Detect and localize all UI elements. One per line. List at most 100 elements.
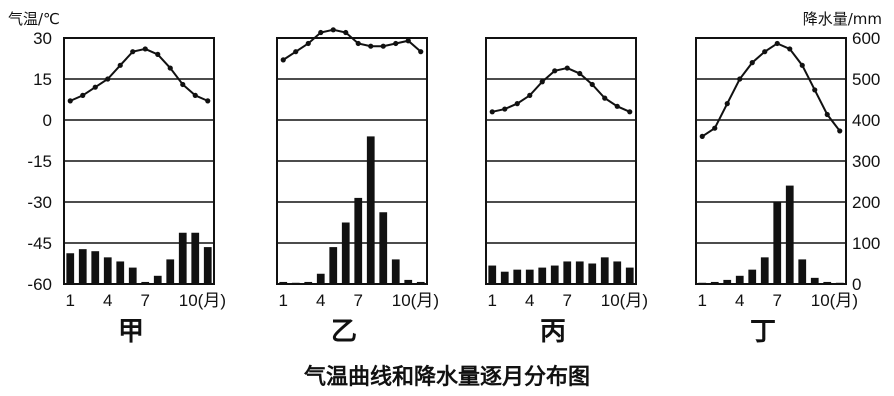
left-tick-label: 15 — [33, 70, 52, 89]
precipitation-bar — [563, 261, 572, 284]
temperature-point — [799, 62, 805, 68]
month-tick-label: 1 — [488, 291, 497, 310]
month-tick-label: 10(月) — [179, 291, 226, 310]
right-tick-label: 0 — [852, 275, 861, 294]
temperature-point — [749, 60, 755, 66]
precipitation-bar — [785, 185, 794, 284]
temperature-point — [405, 38, 411, 44]
month-tick-label: 7 — [563, 291, 572, 310]
left-tick-label: -60 — [27, 275, 52, 294]
climate-panel-3: 1 4 7 10(月) 丙 — [485, 37, 648, 347]
temperature-point — [330, 27, 336, 33]
precipitation-bar — [116, 261, 125, 284]
precipitation-bar — [735, 275, 744, 284]
temperature-point — [812, 87, 818, 93]
precipitation-bar — [538, 267, 547, 284]
precipitation-bar — [810, 277, 819, 284]
temperature-point — [293, 49, 299, 55]
temperature-point — [699, 133, 705, 139]
panel-frame — [695, 37, 847, 285]
precipitation-bar — [366, 136, 375, 284]
precipitation-bar — [760, 257, 769, 284]
temperature-line — [701, 42, 841, 138]
temperature-point — [167, 65, 173, 71]
month-tick-label: 7 — [773, 291, 782, 310]
month-tick-label: 10(月) — [392, 291, 439, 310]
month-tick-label: 4 — [525, 291, 534, 310]
precipitation-bar — [600, 257, 609, 284]
temperature-point — [318, 29, 324, 36]
precipitation-bar — [835, 282, 844, 284]
temperature-point — [489, 109, 495, 115]
precipitation-bar — [66, 253, 75, 284]
month-tick-label: 4 — [103, 291, 112, 310]
left-tick-label: 0 — [43, 111, 52, 130]
month-tick-label: 4 — [735, 291, 744, 310]
precipitation-bar — [203, 247, 212, 284]
temperature-point — [368, 43, 374, 49]
temperature-point — [355, 40, 361, 47]
precipitation-bar — [178, 232, 187, 284]
precipitation-bar — [613, 261, 622, 284]
temperature-point — [724, 101, 730, 107]
temperature-point — [305, 40, 311, 47]
month-tick-label: 1 — [66, 291, 75, 310]
temperature-point — [130, 49, 136, 55]
precipitation-bar — [78, 249, 87, 284]
precipitation-bar — [391, 259, 400, 284]
climate-panel-2: 1 4 7 10(月) 乙 — [276, 27, 439, 347]
temperature-point — [343, 29, 349, 36]
precipitation-bar — [166, 259, 175, 284]
temperature-point — [393, 40, 399, 47]
precipitation-bar — [625, 267, 634, 284]
right-tick-label: 100 — [852, 234, 880, 253]
climate-panels: 1 4 7 10(月) 甲 1 4 7 10(月) 乙 1 4 7 10(月) 丙 1 4 7 10(月) 丁 — [63, 27, 858, 347]
precipitation-bar — [304, 281, 313, 284]
temperature-point — [602, 95, 608, 101]
right-axis-unit: 降水量/mm — [803, 10, 882, 28]
precipitation-bar — [823, 281, 832, 284]
month-tick-label: 10(月) — [811, 291, 858, 310]
precipitation-bar — [279, 281, 288, 284]
precipitation-bar — [488, 265, 497, 284]
temperature-point — [737, 76, 743, 82]
temperature-point — [712, 125, 718, 131]
precipitation-bar — [291, 282, 300, 284]
month-tick-label: 10(月) — [601, 291, 648, 310]
panel-label: 丙 — [540, 317, 566, 347]
temperature-point — [117, 62, 123, 68]
temperature-point — [824, 111, 830, 118]
temperature-point — [614, 103, 620, 109]
precipitation-bar — [379, 212, 388, 284]
temperature-point — [380, 43, 386, 49]
panel-label: 丁 — [750, 317, 776, 347]
left-tick-label: -30 — [27, 193, 52, 212]
precipitation-bar — [513, 269, 522, 284]
left-tick-label: 30 — [33, 29, 52, 48]
right-tick-label: 400 — [852, 111, 880, 130]
precipitation-bar — [773, 202, 782, 284]
month-tick-label: 1 — [698, 291, 707, 310]
left-axis-ticks: 30 15 0 -15 -30 -45 -60 — [27, 29, 52, 294]
panel-label: 甲 — [118, 317, 144, 347]
temperature-point — [539, 79, 545, 85]
precipitation-bar — [103, 257, 112, 284]
temperature-point — [105, 76, 111, 82]
right-tick-label: 200 — [852, 193, 880, 212]
temperature-point — [552, 68, 558, 74]
temperature-line — [69, 47, 209, 102]
precipitation-bar — [698, 282, 707, 284]
temperature-point — [837, 128, 843, 134]
temperature-point — [155, 51, 161, 58]
precipitation-bar — [141, 281, 150, 284]
temperature-point — [142, 46, 148, 52]
precipitation-bar — [710, 281, 719, 284]
right-axis-ticks: 600 500 400 300 200 100 0 — [852, 29, 880, 294]
panel-label: 乙 — [331, 317, 357, 347]
precipitation-bar — [550, 265, 559, 284]
temperature-point — [589, 81, 595, 88]
temperature-point — [502, 106, 508, 112]
month-tick-label: 7 — [141, 291, 150, 310]
temperature-point — [787, 46, 793, 52]
precipitation-bar — [91, 251, 100, 284]
